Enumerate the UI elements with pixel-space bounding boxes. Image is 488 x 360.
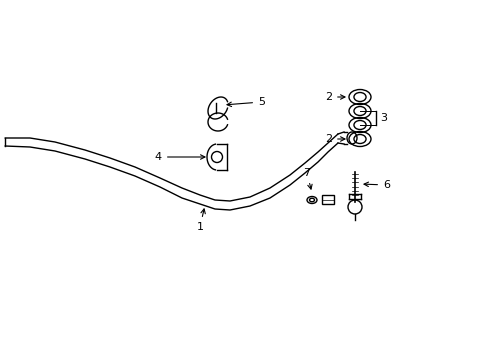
Text: 2: 2 — [325, 134, 344, 144]
Text: 5: 5 — [226, 97, 264, 107]
Text: 7: 7 — [303, 168, 311, 189]
Text: 3: 3 — [379, 113, 386, 123]
Text: 4: 4 — [155, 152, 204, 162]
Text: 2: 2 — [325, 92, 344, 102]
Text: 6: 6 — [363, 180, 389, 190]
Text: 1: 1 — [196, 209, 205, 232]
